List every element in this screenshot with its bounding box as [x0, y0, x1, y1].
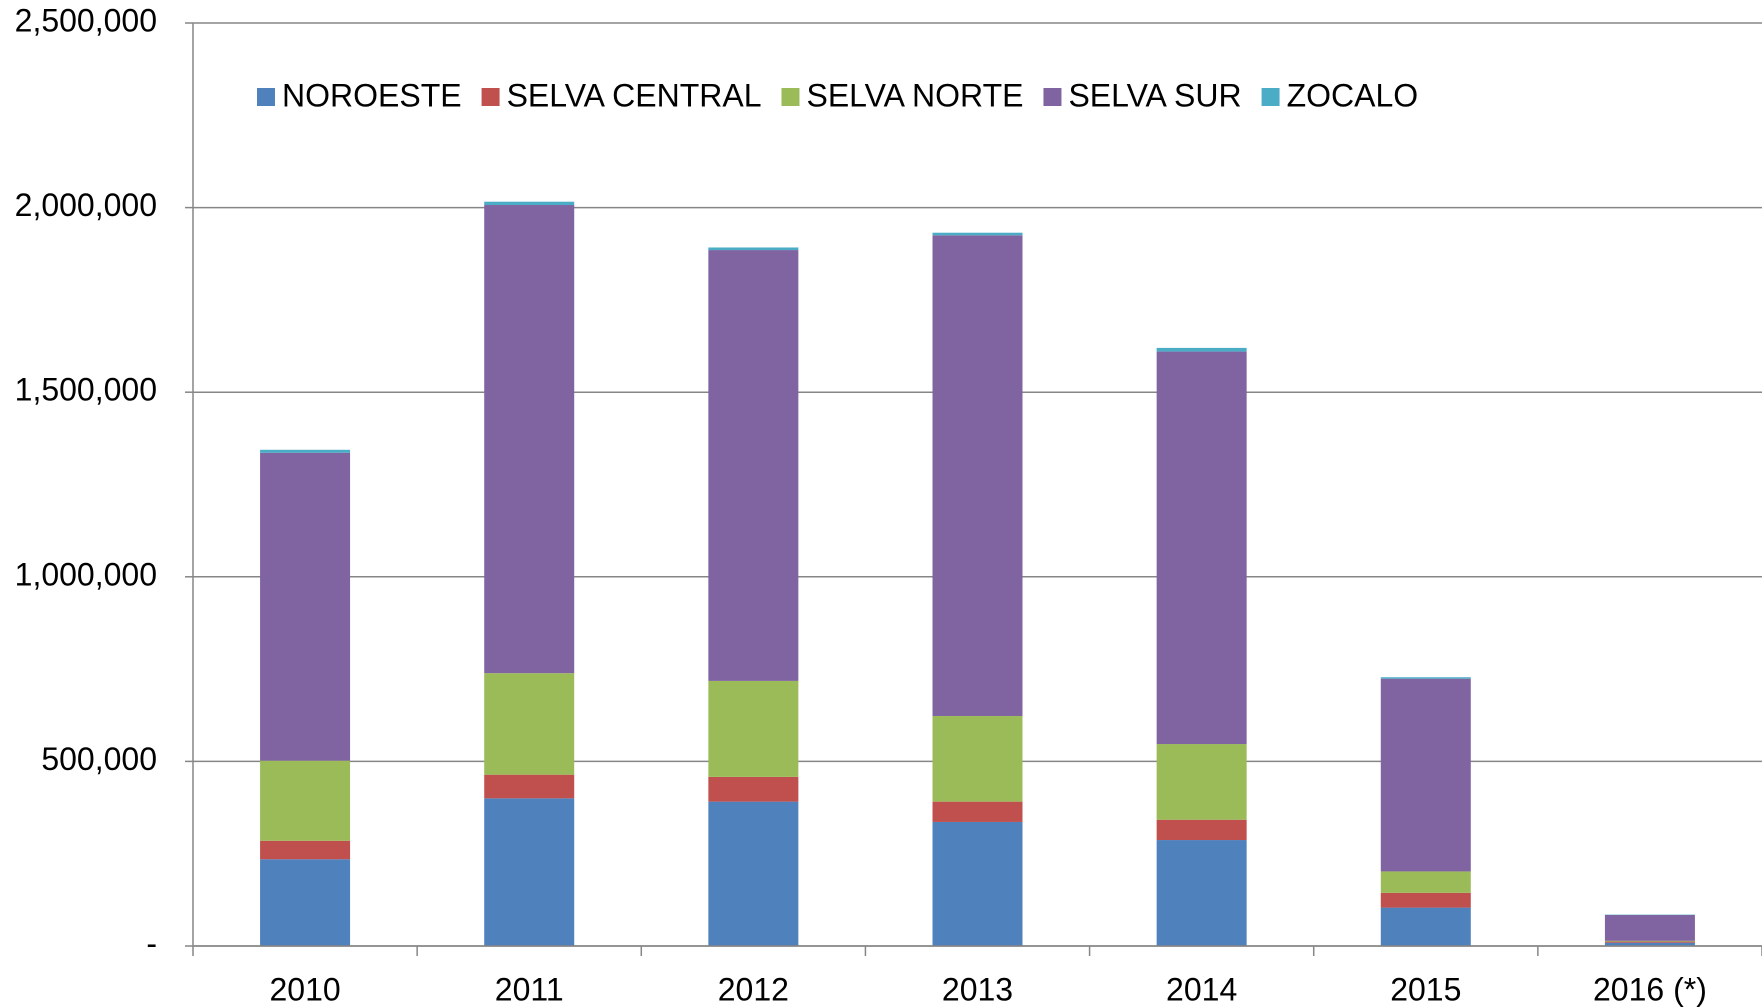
- y-tick-label: 1,500,000: [15, 372, 157, 408]
- bar-segment: [1604, 942, 1695, 946]
- legend-label: NOROESTE: [282, 77, 462, 113]
- bar-segment: [708, 776, 799, 802]
- bar-segment: [932, 715, 1023, 802]
- bar-segment: [1156, 351, 1247, 745]
- bar-segment: [260, 859, 351, 946]
- x-tick-label: 2013: [942, 971, 1013, 1007]
- bar-segment: [1380, 871, 1471, 893]
- y-tick-label: 2,000,000: [15, 187, 157, 223]
- legend-swatch: [1043, 88, 1062, 106]
- x-tick-label: 2015: [1390, 971, 1461, 1007]
- legend-label: SELVA SUR: [1068, 77, 1241, 113]
- legend-swatch: [1261, 88, 1280, 106]
- bar-segment: [708, 250, 799, 681]
- legend-swatch: [257, 88, 275, 106]
- bar-segment: [260, 452, 351, 761]
- y-tick-label: 2,500,000: [15, 2, 157, 38]
- x-tick-label: 2014: [1166, 971, 1237, 1007]
- bar-segment: [1156, 347, 1247, 352]
- x-tick-label: 2012: [718, 971, 789, 1007]
- bar-segment: [260, 760, 351, 841]
- bar-segment: [708, 680, 799, 777]
- legend-label: SELVA CENTRAL: [507, 77, 762, 113]
- bar-segment: [484, 673, 575, 775]
- x-tick-label: 2016 (*): [1593, 971, 1707, 1007]
- legend-label: SELVA NORTE: [806, 77, 1023, 113]
- legend-label: ZOCALO: [1287, 77, 1419, 113]
- bar-segment: [1380, 678, 1471, 872]
- bar-segment: [484, 774, 575, 799]
- bar-segment: [260, 840, 351, 860]
- bar-segment: [260, 449, 351, 453]
- y-tick-label: 1,000,000: [15, 556, 157, 592]
- y-tick-label: 500,000: [41, 741, 157, 777]
- bar-segment: [1380, 677, 1471, 679]
- bar-segment: [1604, 940, 1695, 942]
- bar-segment: [484, 205, 575, 674]
- bar-segment: [1380, 907, 1471, 946]
- bar-segment: [708, 247, 799, 251]
- bar-segment: [1380, 892, 1471, 908]
- bar-segment: [932, 801, 1023, 822]
- legend-swatch: [781, 88, 800, 106]
- bar-segment: [1604, 914, 1695, 941]
- legend-swatch: [481, 88, 500, 106]
- bar-segment: [932, 235, 1023, 716]
- bar-segment: [708, 801, 799, 946]
- bar-segment: [932, 232, 1023, 236]
- bar-segment: [932, 821, 1023, 946]
- bar-segment: [1156, 840, 1247, 946]
- bar-segment: [484, 201, 575, 206]
- x-tick-label: 2011: [495, 971, 564, 1007]
- x-tick-label: 2010: [269, 971, 340, 1007]
- bar-segment: [1156, 744, 1247, 820]
- bar-segment: [484, 798, 575, 946]
- bar-segment: [1604, 941, 1695, 943]
- bar-segment: [1156, 819, 1247, 841]
- y-tick-label: -: [146, 925, 157, 961]
